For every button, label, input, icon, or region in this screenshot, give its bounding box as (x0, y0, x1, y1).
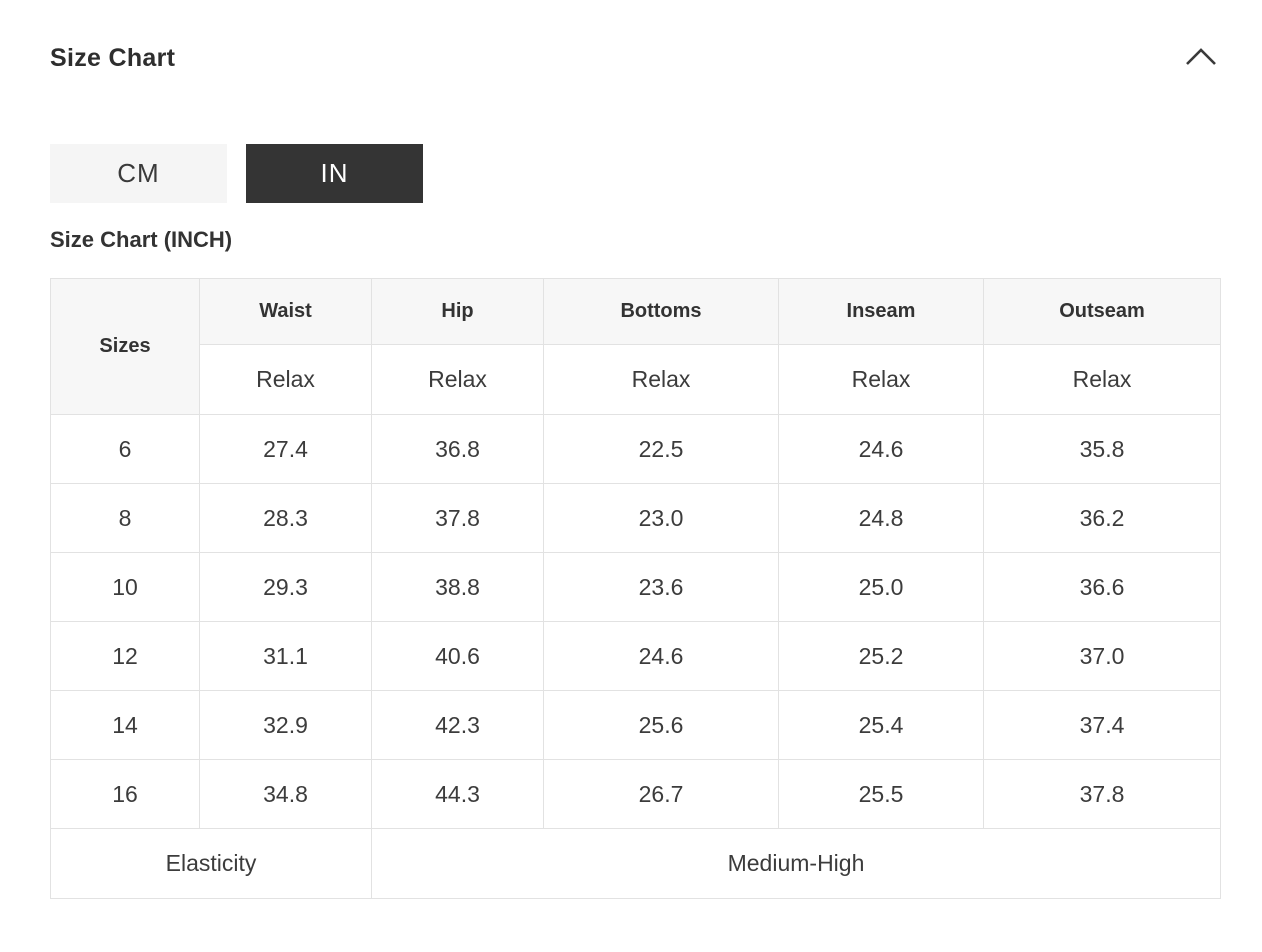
value-cell: 44.3 (371, 759, 544, 829)
value-cell: 26.7 (543, 759, 779, 829)
value-cell: 37.4 (983, 690, 1221, 760)
fit-row: Relax Relax Relax Relax Relax (51, 344, 1221, 415)
elasticity-label: Elasticity (50, 828, 372, 899)
fit-cell: Relax (983, 344, 1221, 415)
table-row-size-12: 12 31.1 40.6 24.6 25.2 37.0 (50, 621, 1221, 691)
fit-cell: Relax (543, 344, 779, 415)
panel-header: Size Chart (50, 44, 1220, 73)
value-cell: 40.6 (371, 621, 544, 691)
value-cell: 29.3 (199, 552, 372, 622)
size-cell: 8 (50, 483, 200, 553)
table-title: Size Chart (INCH) (50, 227, 233, 252)
size-cell: 10 (50, 552, 200, 622)
fit-cell: Relax (199, 344, 372, 415)
value-cell: 24.6 (543, 621, 779, 691)
unit-toggle: CM IN (50, 144, 1220, 203)
elasticity-row: Elasticity Medium-High (50, 828, 1221, 899)
value-cell: 24.8 (778, 483, 984, 553)
value-cell: 28.3 (199, 483, 372, 553)
value-cell: 36.6 (983, 552, 1221, 622)
table-row-size-16: 16 34.8 44.3 26.7 25.5 37.8 (50, 759, 1221, 829)
value-cell: 37.0 (983, 621, 1221, 691)
column-header-outseam: Outseam (983, 278, 1221, 345)
elasticity-value: Medium-High (371, 828, 1221, 899)
chevron-up-icon (1184, 45, 1218, 72)
value-cell: 31.1 (199, 621, 372, 691)
size-cell: 14 (50, 690, 200, 760)
column-header-row: Sizes Waist Hip Bottoms Inseam Outseam (50, 278, 1221, 415)
size-chart-panel: Size Chart CM IN Size Chart (INCH) Sizes… (0, 44, 1262, 899)
column-header-bottoms: Bottoms (543, 278, 779, 345)
corner-header-sizes: Sizes (50, 278, 200, 415)
column-header-hip: Hip (371, 278, 544, 345)
value-cell: 25.6 (543, 690, 779, 760)
fit-cell: Relax (371, 344, 544, 415)
table-row-size-8: 8 28.3 37.8 23.0 24.8 36.2 (50, 483, 1221, 553)
value-cell: 24.6 (778, 414, 984, 484)
collapse-toggle-button[interactable] (1184, 45, 1218, 72)
column-header-waist: Waist (199, 278, 372, 345)
value-cell: 37.8 (371, 483, 544, 553)
value-cell: 37.8 (983, 759, 1221, 829)
value-cell: 36.2 (983, 483, 1221, 553)
size-cell: 16 (50, 759, 200, 829)
page-title: Size Chart (50, 44, 176, 72)
value-cell: 34.8 (199, 759, 372, 829)
size-cell: 6 (50, 414, 200, 484)
value-cell: 27.4 (199, 414, 372, 484)
value-cell: 36.8 (371, 414, 544, 484)
value-cell: 35.8 (983, 414, 1221, 484)
value-cell: 32.9 (199, 690, 372, 760)
unit-in-button[interactable]: IN (246, 144, 423, 203)
value-cell: 23.0 (543, 483, 779, 553)
value-cell: 25.4 (778, 690, 984, 760)
unit-cm-button[interactable]: CM (50, 144, 227, 203)
table-row-size-6: 6 27.4 36.8 22.5 24.6 35.8 (50, 414, 1221, 484)
size-cell: 12 (50, 621, 200, 691)
fit-cell: Relax (778, 344, 984, 415)
value-cell: 23.6 (543, 552, 779, 622)
value-cell: 38.8 (371, 552, 544, 622)
value-cell: 25.5 (778, 759, 984, 829)
table-row-size-14: 14 32.9 42.3 25.6 25.4 37.4 (50, 690, 1221, 760)
value-cell: 22.5 (543, 414, 779, 484)
value-cell: 42.3 (371, 690, 544, 760)
value-cell: 25.2 (778, 621, 984, 691)
column-header-inseam: Inseam (778, 278, 984, 345)
value-cell: 25.0 (778, 552, 984, 622)
size-chart-table: Sizes Waist Hip Bottoms Inseam Outseam R… (50, 278, 1221, 899)
table-row-size-10: 10 29.3 38.8 23.6 25.0 36.6 (50, 552, 1221, 622)
